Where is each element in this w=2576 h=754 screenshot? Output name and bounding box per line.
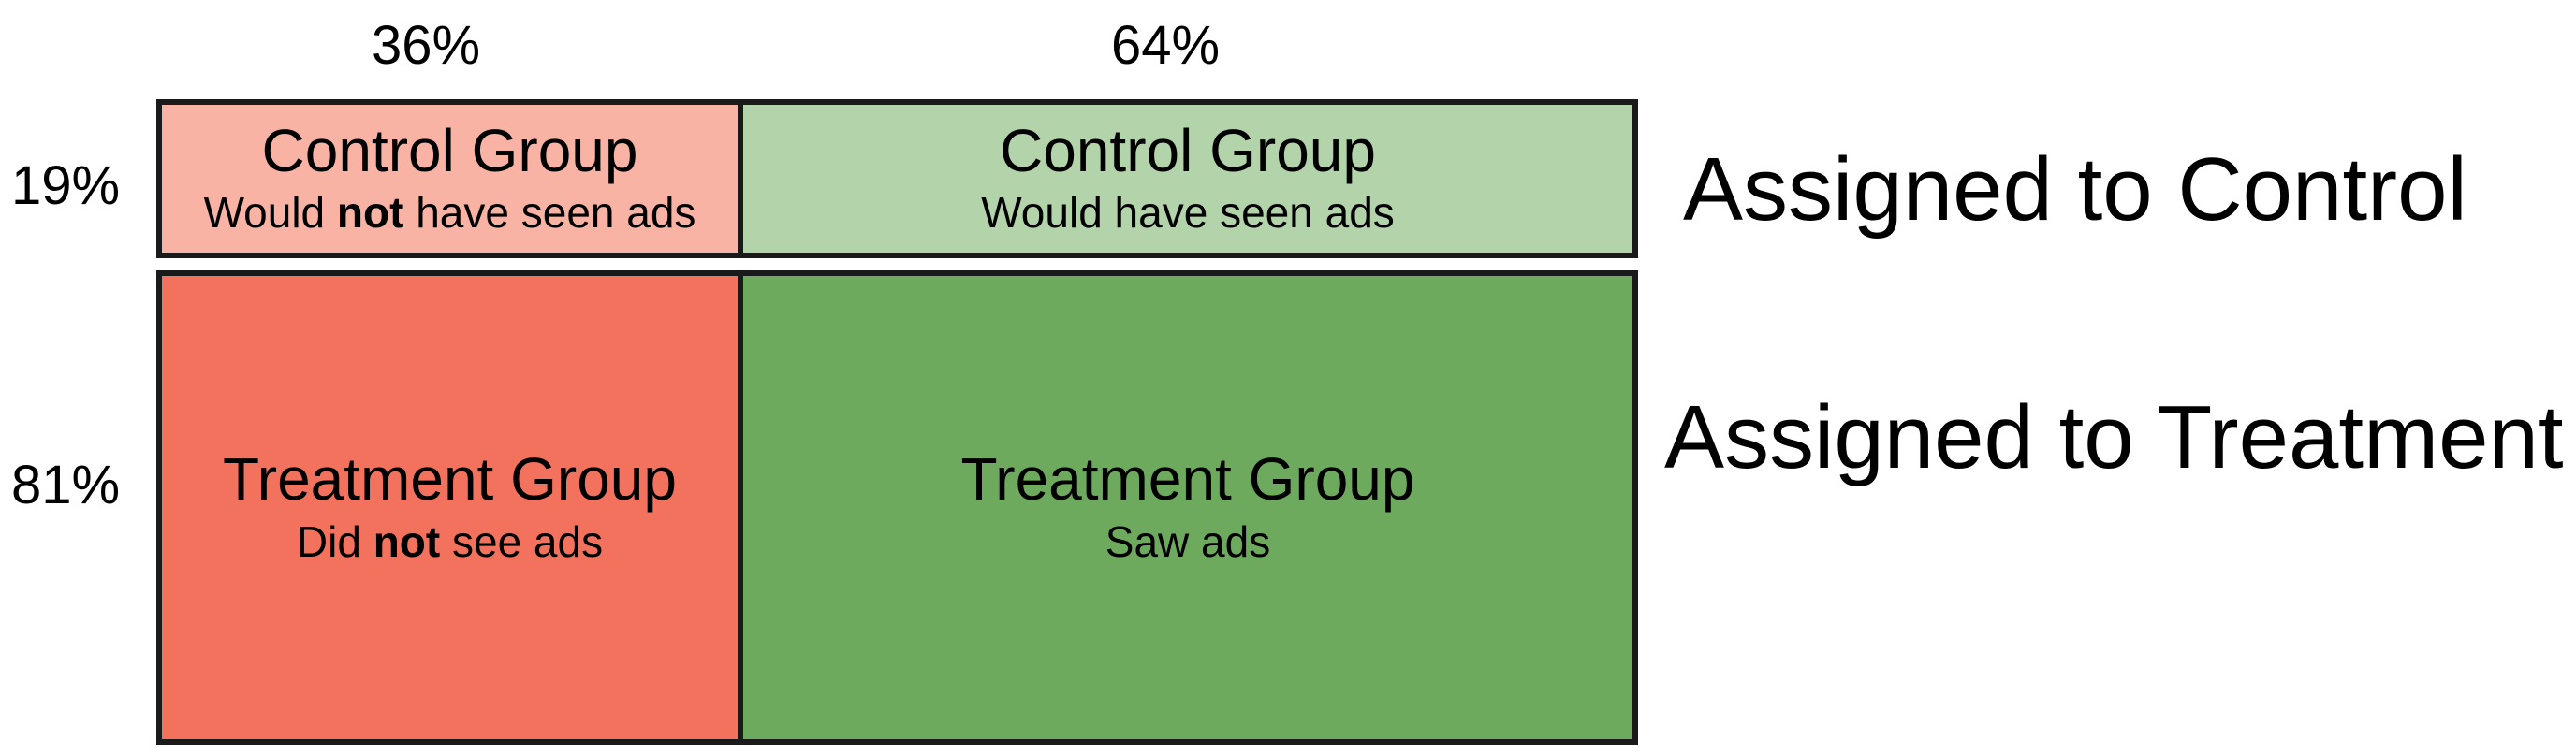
row-label-assigned-to-treatment: Assigned to Treatment [1664,387,2564,487]
column-percentage-not-exposed: 36% [371,15,481,76]
cell-title: Control Group [1000,116,1376,184]
cell-control-would-have-seen-ads: Control Group Would have seen ads [738,99,1638,258]
row-label-assigned-to-control: Assigned to Control [1683,139,2467,239]
cell-subtitle: Would have seen ads [981,188,1395,238]
row-percentage-treatment: 81% [10,455,121,515]
column-percentage-exposed: 64% [1110,15,1221,76]
cell-treatment-did-not-see-ads: Treatment Group Did not see ads [156,270,743,745]
cell-subtitle: Would not have seen ads [203,188,696,238]
cell-subtitle: Did not see ads [296,516,604,566]
cell-subtitle: Saw ads [1105,516,1271,566]
cell-control-would-not-have-seen-ads: Control Group Would not have seen ads [156,99,743,258]
cell-treatment-saw-ads: Treatment Group Saw ads [738,270,1638,745]
cell-title: Control Group [261,116,638,184]
cell-title: Treatment Group [223,445,677,514]
cell-title: Treatment Group [960,445,1415,514]
row-percentage-control: 19% [10,155,121,216]
